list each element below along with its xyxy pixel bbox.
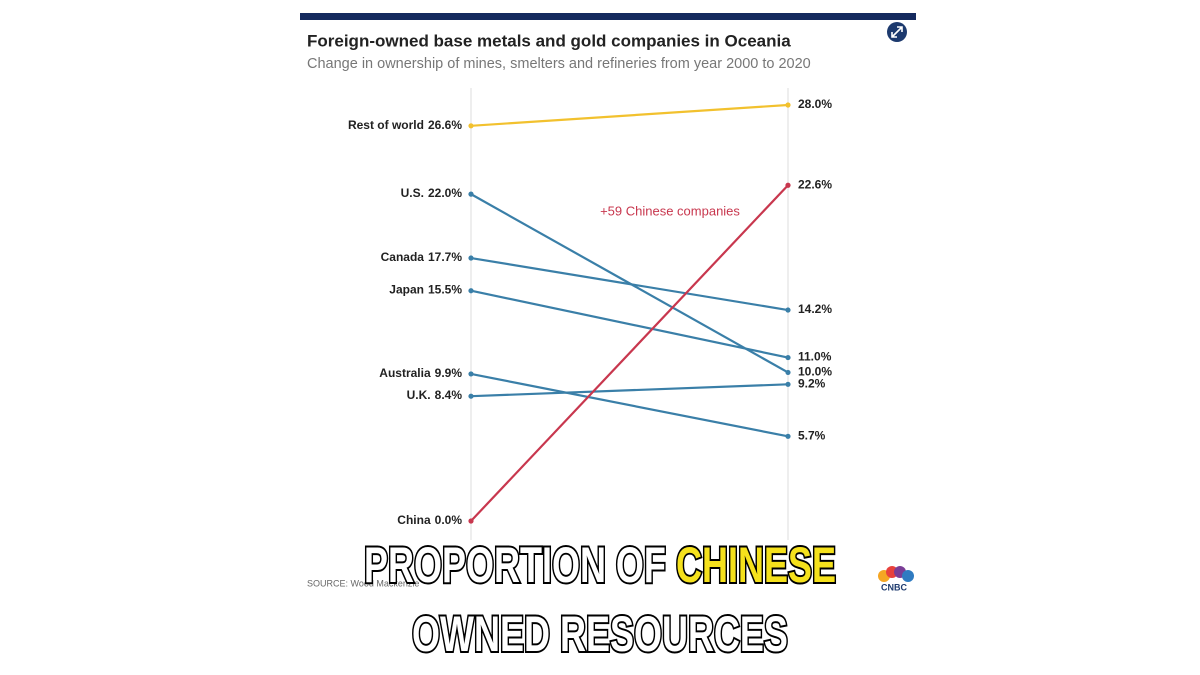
chart-subtitle: Change in ownership of mines, smelters a… <box>307 56 811 72</box>
left-label: Canada 17.7% <box>381 250 463 264</box>
left-label: China 0.0% <box>397 513 462 527</box>
annotation: +59 Chinese companies <box>600 203 740 218</box>
point <box>785 307 791 313</box>
cnbc-logo: CNBC <box>878 566 914 592</box>
caption-text: PROPORTION OF <box>364 538 666 593</box>
series-line <box>470 289 789 359</box>
series-name: U.S. <box>401 186 424 200</box>
caption-highlight: CHINESE <box>676 538 836 593</box>
series-name: Rest of world <box>348 118 424 132</box>
point <box>785 182 791 188</box>
series-line <box>470 383 789 398</box>
left-label: Japan 15.5% <box>389 283 462 297</box>
series-name: Canada <box>381 250 425 264</box>
value-label: 28.0% <box>798 97 832 111</box>
expand-glyph <box>891 26 903 38</box>
expand-button[interactable] <box>887 22 907 42</box>
point <box>468 191 474 197</box>
point <box>785 381 791 387</box>
logo-petal <box>902 570 914 582</box>
point <box>785 102 791 108</box>
point <box>468 288 474 294</box>
left-label: Australia 9.9% <box>379 366 462 380</box>
value-label: 22.6% <box>798 177 832 191</box>
caption-line: PROPORTION OF CHINESE <box>364 538 836 593</box>
chart-title: Foreign-owned base metals and gold compa… <box>307 31 791 50</box>
series-line <box>470 184 789 522</box>
value-label: 17.7% <box>428 250 462 264</box>
value-label: 0.0% <box>435 513 463 527</box>
value-label: 15.5% <box>428 283 462 297</box>
plot: Rest of world 26.6% 28.0% U.S. 22.0% 10.0% Can… <box>348 97 832 527</box>
top-bar <box>300 13 916 20</box>
series-line <box>470 372 789 438</box>
point <box>468 123 474 129</box>
value-label: 14.2% <box>798 302 832 316</box>
value-label: 8.4% <box>435 388 463 402</box>
value-label: 26.6% <box>428 118 462 132</box>
value-label: 22.0% <box>428 186 462 200</box>
point <box>785 354 791 361</box>
series-name: Australia <box>379 366 431 380</box>
left-label: U.S. 22.0% <box>401 186 463 200</box>
caption-line: OWNED RESOURCES <box>412 608 788 663</box>
point <box>785 433 791 439</box>
series-line <box>470 103 789 127</box>
value-label: 5.7% <box>798 428 826 442</box>
point <box>468 371 474 377</box>
series-name: Japan <box>389 283 424 297</box>
series-name: China <box>397 513 431 527</box>
series-line <box>470 256 789 312</box>
point <box>468 255 474 261</box>
point <box>785 369 791 376</box>
value-label: 9.2% <box>798 376 826 390</box>
value-label: 11.0% <box>798 350 832 364</box>
point <box>468 393 474 399</box>
logo-text: CNBC <box>881 582 907 592</box>
source: SOURCE: Wood Mackenzie <box>307 578 419 588</box>
left-label: U.K. 8.4% <box>407 388 463 402</box>
value-label: 9.9% <box>435 366 463 380</box>
left-label: Rest of world 26.6% <box>348 118 462 132</box>
point <box>468 518 474 524</box>
value-label: 10.0% <box>798 365 832 379</box>
series-name: U.K. <box>407 388 431 402</box>
